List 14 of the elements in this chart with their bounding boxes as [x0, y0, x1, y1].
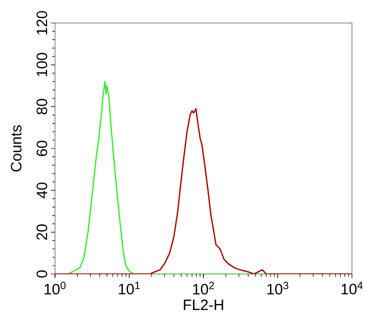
y-tick-label: 80 [36, 98, 48, 114]
y-axis-title: Counts [10, 125, 22, 172]
y-tick-label: 100 [36, 52, 48, 76]
y-tick-label: 20 [36, 224, 48, 240]
y-tick-label: 120 [36, 11, 48, 34]
x-axis-title: FL2-H [184, 300, 224, 310]
x-tick-label: 10$^{4}$ [342, 282, 363, 294]
x-tick-label: 10$^{2}$ [193, 282, 214, 294]
x-tick-label: 10$^{0}$ [44, 282, 66, 294]
y-tick-label: 40 [36, 182, 48, 198]
y-tick-label: 0 [36, 270, 48, 278]
y-tick-label: 60 [36, 140, 48, 156]
x-tick-label: 10$^{3}$ [267, 282, 288, 294]
x-tick-label: 10$^{1}$ [118, 282, 140, 294]
